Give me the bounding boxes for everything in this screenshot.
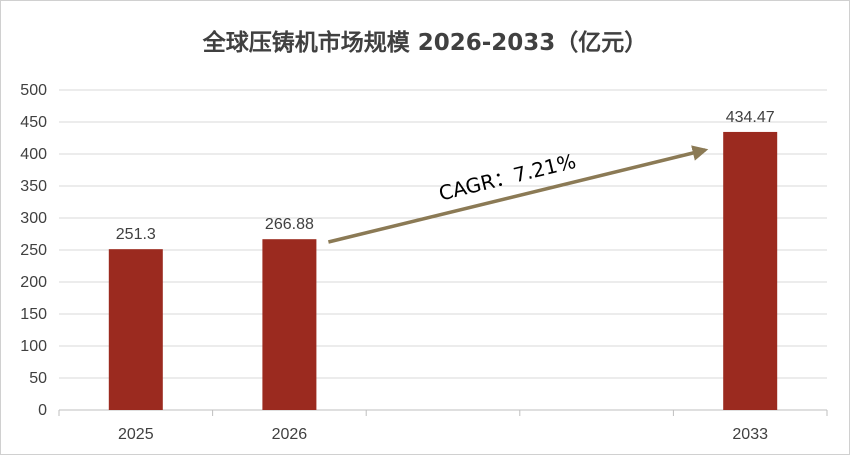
y-tick-label: 150 [20, 306, 47, 323]
y-tick-label: 0 [38, 402, 47, 419]
chart-title: 全球压铸机市场规模 2026-2033（亿元） [202, 30, 648, 56]
y-tick-label: 350 [20, 178, 47, 195]
data-labels: 251.3 266.88 434.47 [116, 109, 775, 243]
y-axis-ticks: 0 50 100 150 200 250 300 350 400 450 500 [20, 82, 47, 419]
y-tick-label: 100 [20, 338, 47, 355]
data-label-2033: 434.47 [726, 109, 775, 126]
y-tick-label: 300 [20, 210, 47, 227]
x-tick-label-2025: 2025 [118, 426, 154, 443]
cagr-annotation: CAGR：7.21% [327, 145, 709, 244]
bar-2026 [262, 239, 317, 410]
y-tick-label: 500 [20, 82, 47, 99]
y-tick-label: 250 [20, 242, 47, 259]
y-tick-label: 450 [20, 114, 47, 131]
data-label-2025: 251.3 [116, 226, 156, 243]
x-tick-label-2026: 2026 [272, 426, 308, 443]
gridlines [58, 89, 828, 416]
cagr-arrow [327, 145, 709, 244]
data-label-2026: 266.88 [265, 216, 314, 233]
bar-2033 [723, 131, 778, 410]
y-tick-label: 50 [29, 370, 47, 387]
x-axis-ticks: 2025 2026 2033 [118, 426, 768, 443]
bar-2025 [108, 249, 163, 410]
y-tick-label: 400 [20, 146, 47, 163]
x-tick-label-2033: 2033 [732, 426, 768, 443]
y-tick-label: 200 [20, 274, 47, 291]
bars [108, 131, 778, 410]
